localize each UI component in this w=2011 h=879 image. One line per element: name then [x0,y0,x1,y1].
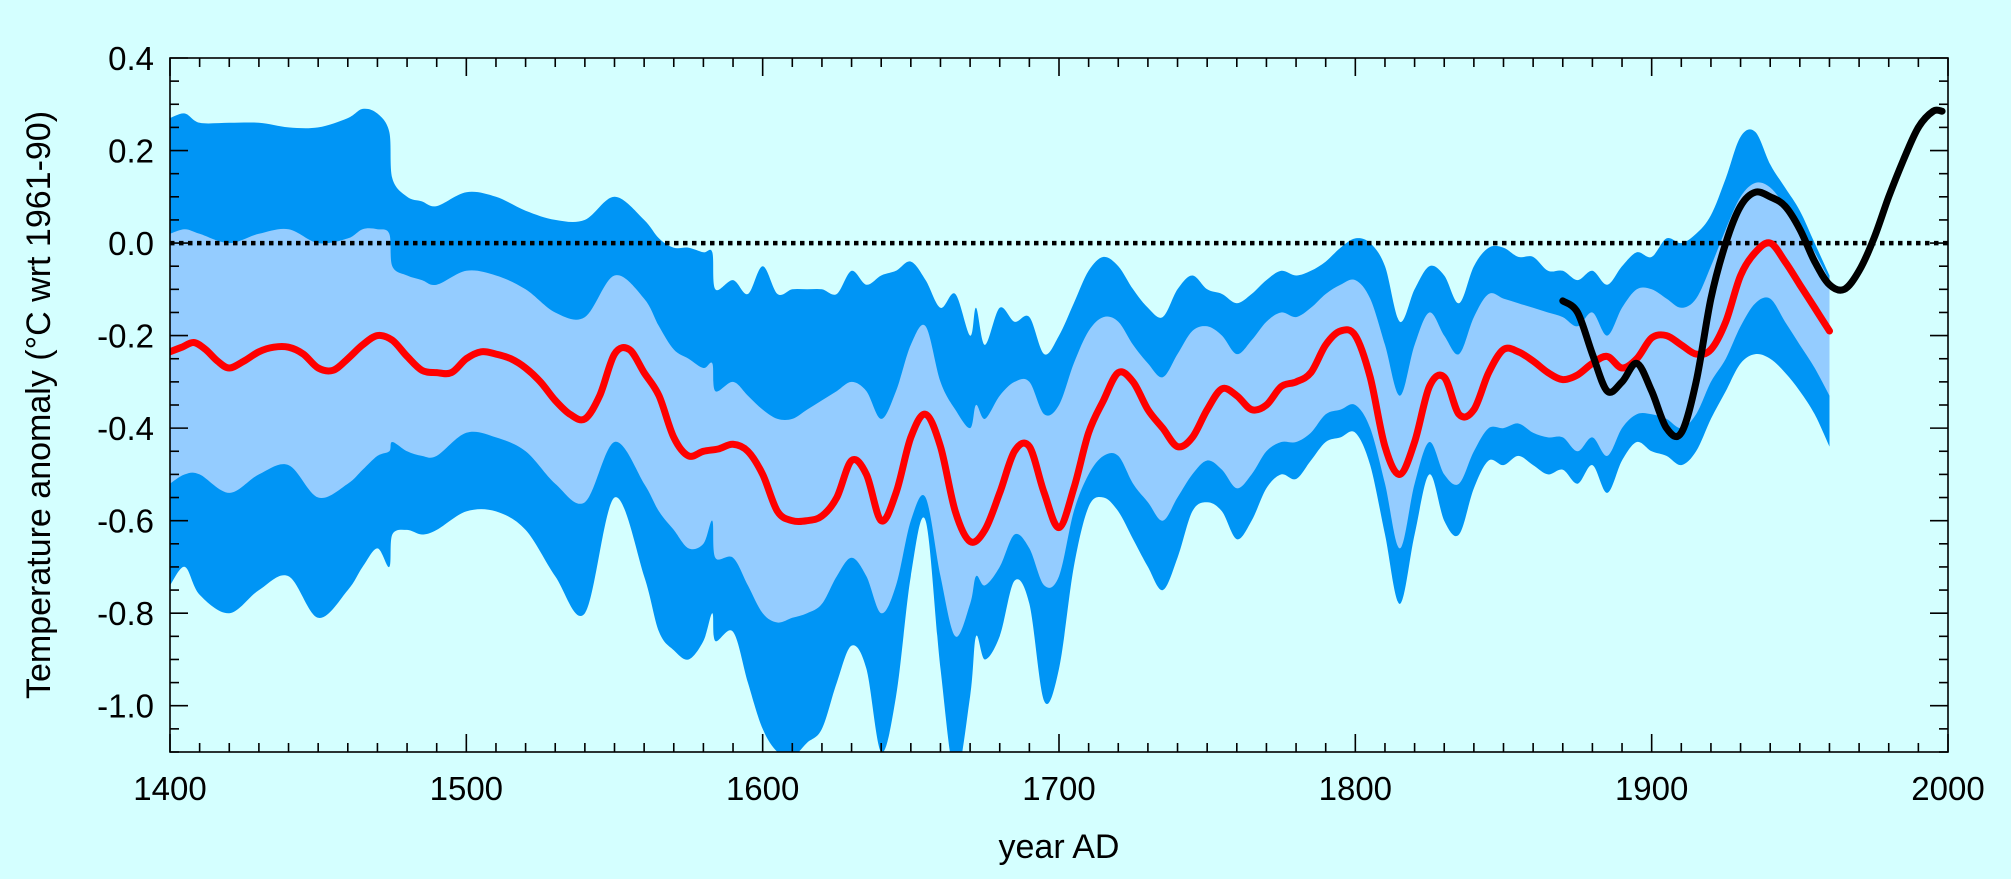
plot-area [170,106,1948,752]
y-tick-label: 0.2 [108,133,154,170]
x-tick-label: 1800 [1319,770,1392,807]
x-tick-label: 1900 [1615,770,1688,807]
y-axis-title: Temperature anomaly (°C wrt 1961-90) [20,111,58,699]
y-tick-label: -0.4 [97,410,154,447]
y-tick-label: -0.2 [97,318,154,355]
axis-ticks [169,57,1949,753]
y-tick-label: -0.8 [97,595,154,632]
x-axis-tick-labels: 1400 1500 1600 1700 1800 1900 2000 [133,770,1984,807]
y-tick-label: -0.6 [97,503,154,540]
x-tick-label: 1700 [1022,770,1095,807]
y-axis-tick-labels: 0.4 0.2 0.0 -0.2 -0.4 -0.6 -0.8 -1.0 [97,40,154,725]
y-tick-label: -1.0 [97,688,154,725]
x-axis-title: year AD [999,828,1120,866]
x-tick-label: 2000 [1911,770,1984,807]
y-tick-label: 0.0 [108,225,154,262]
x-tick-label: 1500 [430,770,503,807]
uncertainty-band-inner [170,182,1830,637]
x-tick-label: 1600 [726,770,799,807]
instrumental-line [1559,106,1946,441]
y-tick-label: 0.4 [108,40,154,77]
reconstruction-line [170,239,1833,546]
x-tick-label: 1400 [133,770,206,807]
